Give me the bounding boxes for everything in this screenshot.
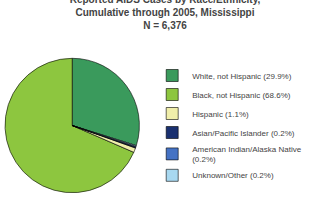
- svg-text:Hispanic (1.1%): Hispanic (1.1%): [192, 110, 249, 119]
- svg-text:Asian/Pacific Islander (0.2%): Asian/Pacific Islander (0.2%): [192, 129, 295, 138]
- svg-text:Unknown/Other (0.2%): Unknown/Other (0.2%): [192, 171, 274, 180]
- svg-text:White, not Hispanic (29.9%): White, not Hispanic (29.9%): [192, 72, 291, 81]
- svg-text:American Indian/Alaska Native(: American Indian/Alaska Native(0.2%): [192, 145, 301, 164]
- svg-text:Black, not Hispanic (68.6%): Black, not Hispanic (68.6%): [192, 91, 291, 100]
- svg-text:Reported AIDS Cases by Race/Et: Reported AIDS Cases by Race/Ethnicity,Cu…: [70, 0, 261, 31]
